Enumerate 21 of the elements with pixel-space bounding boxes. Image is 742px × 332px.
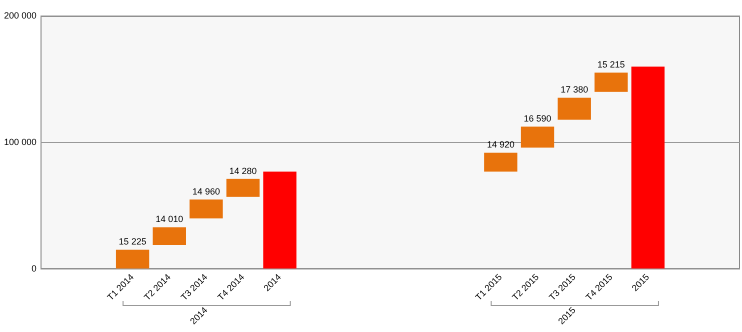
bar — [263, 172, 296, 269]
data-label: 14 010 — [156, 214, 184, 224]
bar — [520, 126, 554, 148]
bar — [631, 66, 665, 269]
bar — [594, 72, 628, 92]
bar — [484, 152, 518, 172]
bar — [558, 98, 591, 120]
data-label: 15 225 — [118, 236, 146, 247]
y-tick-label: 100 000 — [4, 136, 37, 147]
data-label: 14 920 — [486, 140, 514, 150]
y-tick-label: 0 — [32, 263, 37, 274]
data-label: 14 960 — [192, 186, 220, 196]
data-label: 14 280 — [229, 166, 257, 176]
bar — [116, 250, 150, 269]
bar — [190, 199, 223, 218]
data-label: 15 215 — [597, 60, 625, 70]
data-label: 17 380 — [560, 84, 588, 95]
y-tick-label: 200 000 — [4, 10, 37, 20]
bar — [152, 227, 186, 245]
data-label: 16 590 — [524, 114, 552, 124]
bar — [226, 178, 260, 197]
